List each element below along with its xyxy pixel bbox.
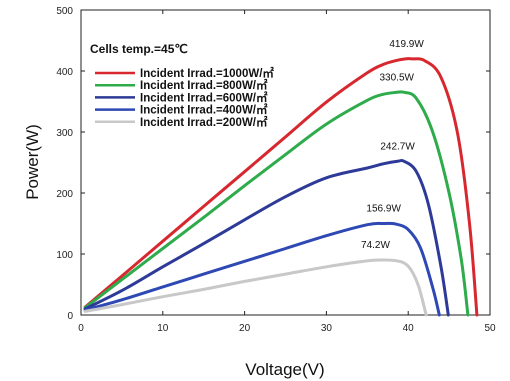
y-tick-label: 400 [56, 67, 73, 78]
y-tick-label: 200 [56, 189, 73, 200]
y-tick-label: 100 [56, 250, 73, 261]
y-tick-label: 500 [56, 6, 73, 17]
x-tick-label: 20 [239, 323, 251, 334]
peak-value-label: 330.5W [380, 72, 415, 83]
series-line [83, 258, 428, 317]
plot-frame [80, 9, 491, 316]
x-tick-label: 30 [321, 323, 333, 334]
legend-label: Incident Irrad.=600W/㎡ [140, 90, 268, 104]
peak-value-label: 156.9W [366, 204, 401, 215]
x-tick-label: 50 [484, 323, 496, 334]
y-axis-title: Power(W) [23, 124, 42, 200]
series-line [83, 90, 470, 317]
x-tick-label: 40 [403, 323, 415, 334]
y-tick-label: 0 [67, 311, 73, 322]
legend-title: Cells temp.=45℃ [90, 42, 188, 56]
series-line [83, 158, 450, 317]
legend-label: Incident Irrad.=200W/㎡ [140, 115, 268, 129]
peak-value-label: 242.7W [380, 141, 415, 152]
x-axis-title: Voltage(V) [245, 360, 324, 379]
legend: Cells temp.=45℃ Incident Irrad.=1000W/㎡I… [90, 42, 274, 129]
y-tick-label: 300 [56, 128, 73, 139]
legend-label: Incident Irrad.=400W/㎡ [140, 103, 268, 117]
legend-label: Incident Irrad.=1000W/㎡ [140, 66, 274, 80]
series-line [83, 221, 441, 317]
peak-value-label: 74.2W [361, 240, 390, 251]
series-lines [83, 57, 479, 317]
x-tick-label: 0 [78, 323, 84, 334]
x-tick-label: 10 [157, 323, 169, 334]
peak-value-label: 419.9W [389, 39, 424, 50]
peak-labels: 419.9W 330.5W 242.7W 156.9W 74.2W [361, 39, 424, 251]
legend-label: Incident Irrad.=800W/㎡ [140, 78, 268, 92]
series-line [83, 57, 479, 317]
